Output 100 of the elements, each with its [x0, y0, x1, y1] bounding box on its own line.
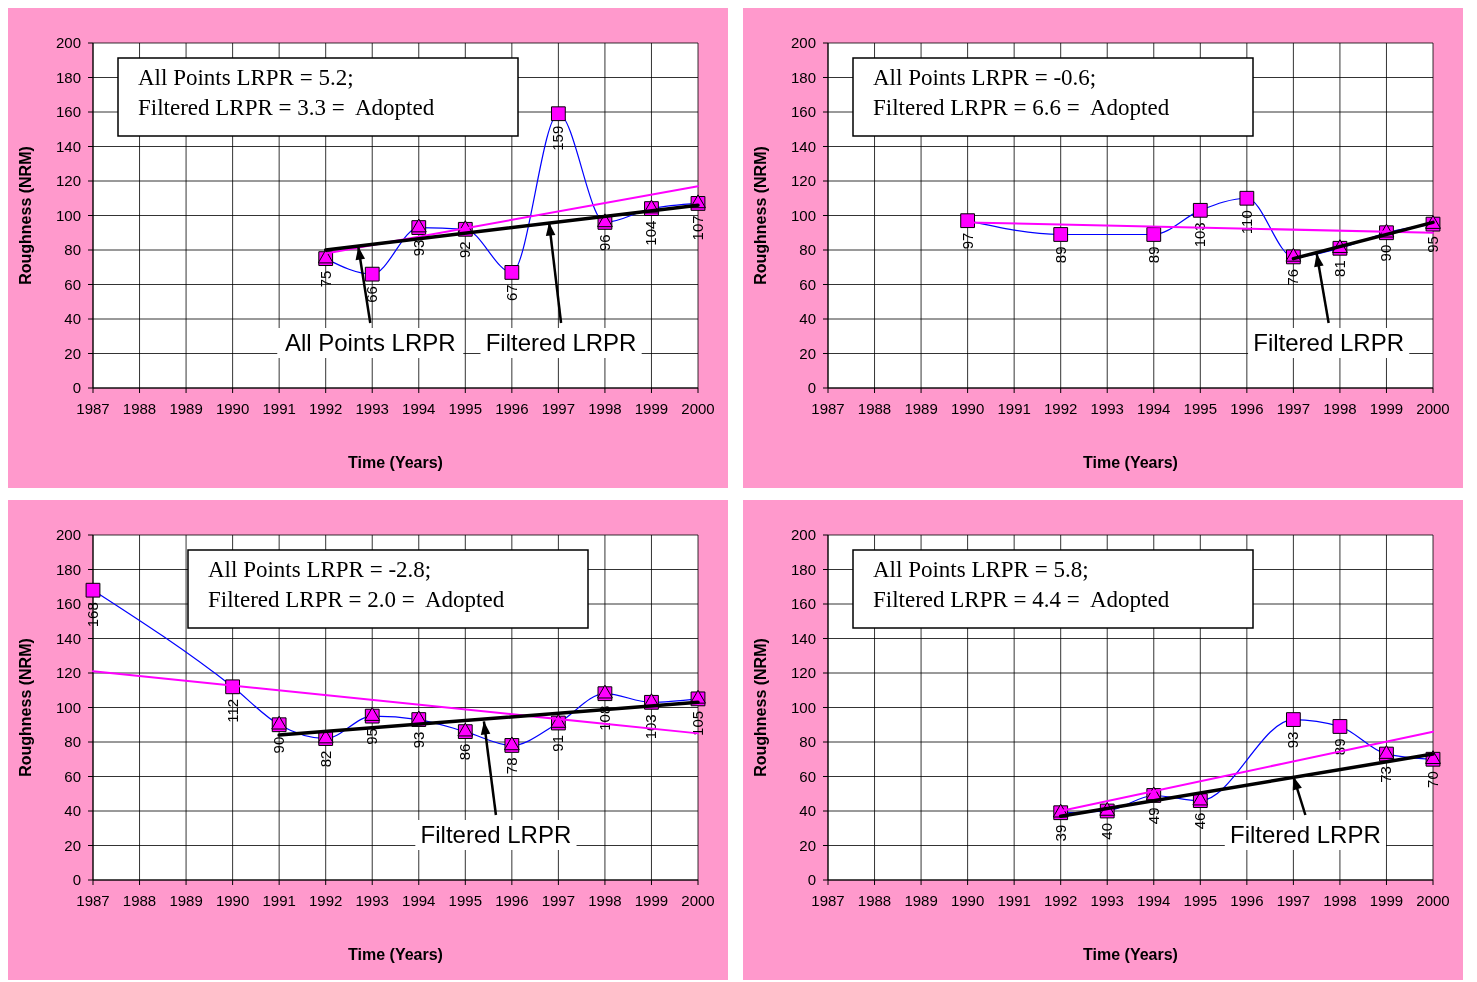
- y-axis-title: Roughness (NRM): [752, 638, 769, 777]
- y-tick-label: 0: [72, 871, 81, 889]
- data-label: 66: [363, 286, 381, 303]
- x-tick-label: 1990: [215, 892, 250, 909]
- y-tick-label: 100: [790, 206, 816, 224]
- data-label: 95: [363, 728, 381, 745]
- y-tick-label: 80: [799, 733, 816, 751]
- x-tick-label: 1994: [402, 892, 436, 909]
- y-tick-label: 40: [64, 310, 81, 328]
- y-tick-label: 200: [790, 526, 816, 544]
- data-label: 168: [84, 602, 101, 628]
- annotation: Filtered LRPR = 3.3 = Adopted: [138, 95, 435, 120]
- x-tick-label: 1989: [169, 400, 203, 417]
- y-tick-label: 120: [55, 664, 81, 682]
- x-tick-label: 1993: [1090, 892, 1124, 909]
- annotation: Filtered LRPR = 2.0 = Adopted: [208, 587, 505, 612]
- y-tick-label: 140: [790, 629, 816, 647]
- y-tick-label: 140: [55, 137, 81, 155]
- x-tick-label: 1989: [169, 892, 203, 909]
- data-label: 75: [316, 270, 334, 288]
- data-label: 110: [1237, 210, 1255, 235]
- x-tick-label: 1988: [122, 400, 157, 417]
- x-tick-label: 1991: [997, 892, 1031, 909]
- y-tick-label: 160: [55, 103, 81, 121]
- x-axis-title: Time (Years): [1083, 946, 1178, 963]
- y-tick-label: 160: [790, 103, 816, 121]
- y-tick-label: 40: [799, 310, 816, 328]
- x-tick-label: 1987: [811, 400, 845, 417]
- y-tick-label: 160: [55, 595, 81, 613]
- data-label: 90: [270, 736, 288, 754]
- annotation: Filtered LRPR: [485, 329, 637, 357]
- x-tick-label: 1994: [1137, 400, 1171, 417]
- x-tick-label: 2000: [681, 892, 715, 909]
- x-tick-label: 1998: [1323, 892, 1357, 909]
- data-label: 89: [1330, 738, 1348, 756]
- x-axis-title: Time (Years): [1083, 454, 1178, 471]
- y-tick-label: 0: [807, 871, 816, 889]
- y-axis-title: Roughness (NRM): [752, 146, 769, 285]
- annotation: Filtered LRPR: [1253, 329, 1405, 357]
- y-tick-label: 60: [799, 767, 816, 785]
- x-tick-label: 1995: [1183, 892, 1217, 909]
- x-tick-label: 1999: [1369, 400, 1404, 417]
- x-tick-label: 1992: [309, 400, 343, 417]
- y-tick-label: 100: [55, 698, 81, 716]
- x-tick-label: 1990: [950, 400, 985, 417]
- y-tick-label: 180: [790, 560, 816, 578]
- x-tick-label: 1987: [811, 892, 845, 909]
- x-tick-label: 1989: [904, 400, 938, 417]
- data-label: 112: [223, 698, 241, 723]
- data-label: 92: [456, 241, 474, 258]
- y-tick-label: 100: [55, 206, 81, 224]
- x-tick-label: 1990: [215, 400, 250, 417]
- data-label: 107: [689, 215, 706, 241]
- data-label: 93: [409, 731, 427, 749]
- x-tick-label: 1997: [1276, 892, 1311, 909]
- data-label: 90: [1377, 244, 1395, 262]
- data-label: 89: [1051, 246, 1069, 264]
- text-box: All Points LRPR = 5.8; Filtered LRPR = 4.4 = Adopted: [852, 549, 1254, 629]
- x-tick-label: 1992: [309, 892, 343, 909]
- annotation: Filtered LRPR: [1230, 821, 1381, 849]
- data-label: 97: [958, 232, 976, 250]
- text-box: All Points LRPR = 5.2; Filtered LRPR = 3.3 = Adopted: [117, 57, 519, 137]
- y-tick-label: 120: [55, 172, 81, 190]
- annotation: All Points LRPR: [284, 329, 456, 357]
- data-label: 40: [1098, 823, 1116, 840]
- y-tick-label: 0: [807, 379, 816, 397]
- data-label: 93: [409, 239, 427, 257]
- x-tick-label: 1987: [76, 400, 110, 417]
- y-tick-label: 80: [64, 241, 81, 259]
- x-tick-label: 1987: [76, 892, 110, 909]
- x-tick-label: 1998: [1323, 400, 1357, 417]
- y-tick-label: 80: [64, 733, 81, 751]
- data-label: 96: [595, 234, 613, 252]
- data-label: 89: [1144, 246, 1162, 264]
- data-label: 95: [1424, 236, 1441, 253]
- x-tick-label: 1993: [1090, 400, 1124, 417]
- y-tick-label: 160: [790, 595, 816, 613]
- x-tick-label: 1992: [1044, 892, 1078, 909]
- x-tick-label: 1991: [262, 892, 296, 909]
- x-axis-title: Time (Years): [348, 454, 443, 471]
- x-tick-label: 1992: [1044, 400, 1078, 417]
- x-tick-label: 1989: [904, 892, 938, 909]
- data-label: 78: [502, 757, 520, 775]
- y-axis-title: Roughness (NRM): [17, 146, 34, 285]
- x-tick-label: 2000: [1416, 400, 1450, 417]
- data-label: 67: [502, 284, 520, 302]
- y-tick-label: 40: [64, 802, 81, 820]
- x-tick-label: 1995: [1183, 400, 1217, 417]
- x-tick-label: 1996: [1230, 892, 1264, 909]
- x-tick-label: 1996: [495, 892, 529, 909]
- y-tick-label: 200: [790, 34, 816, 52]
- data-label: 76: [1284, 268, 1302, 286]
- x-tick-label: 2000: [1416, 892, 1450, 909]
- y-tick-label: 180: [55, 68, 81, 86]
- y-tick-label: 0: [72, 379, 81, 397]
- x-tick-label: 1990: [950, 892, 985, 909]
- data-label: 39: [1051, 824, 1069, 842]
- data-label: 93: [1284, 731, 1302, 749]
- y-tick-label: 180: [55, 560, 81, 578]
- x-tick-label: 1997: [541, 400, 576, 417]
